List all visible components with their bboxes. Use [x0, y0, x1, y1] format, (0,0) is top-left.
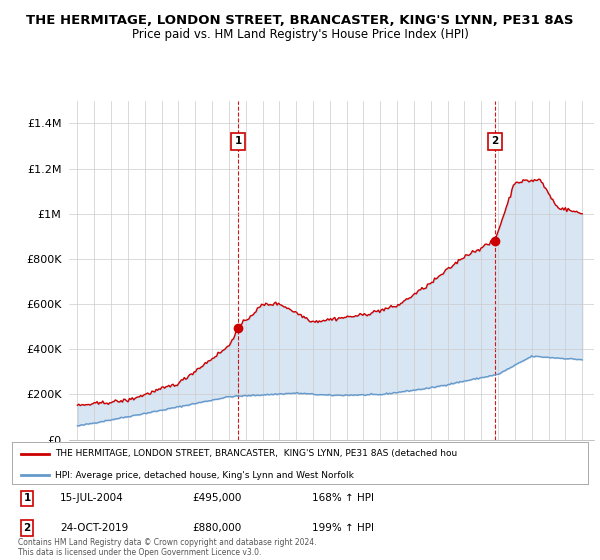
Text: £495,000: £495,000 [192, 493, 241, 503]
Text: HPI: Average price, detached house, King's Lynn and West Norfolk: HPI: Average price, detached house, King… [55, 470, 354, 480]
Text: Price paid vs. HM Land Registry's House Price Index (HPI): Price paid vs. HM Land Registry's House … [131, 28, 469, 41]
Text: 1: 1 [235, 137, 242, 147]
Text: 15-JUL-2004: 15-JUL-2004 [60, 493, 124, 503]
Text: 24-OCT-2019: 24-OCT-2019 [60, 523, 128, 533]
Text: THE HERMITAGE, LONDON STREET, BRANCASTER,  KING'S LYNN, PE31 8AS (detached hou: THE HERMITAGE, LONDON STREET, BRANCASTER… [55, 449, 457, 458]
Text: 168% ↑ HPI: 168% ↑ HPI [312, 493, 374, 503]
Text: 199% ↑ HPI: 199% ↑ HPI [312, 523, 374, 533]
Text: 1: 1 [23, 493, 31, 503]
Text: 2: 2 [23, 523, 31, 533]
Text: THE HERMITAGE, LONDON STREET, BRANCASTER, KING'S LYNN, PE31 8AS: THE HERMITAGE, LONDON STREET, BRANCASTER… [26, 14, 574, 27]
Text: Contains HM Land Registry data © Crown copyright and database right 2024.
This d: Contains HM Land Registry data © Crown c… [18, 538, 317, 557]
Text: 2: 2 [491, 137, 499, 147]
Text: £880,000: £880,000 [192, 523, 241, 533]
